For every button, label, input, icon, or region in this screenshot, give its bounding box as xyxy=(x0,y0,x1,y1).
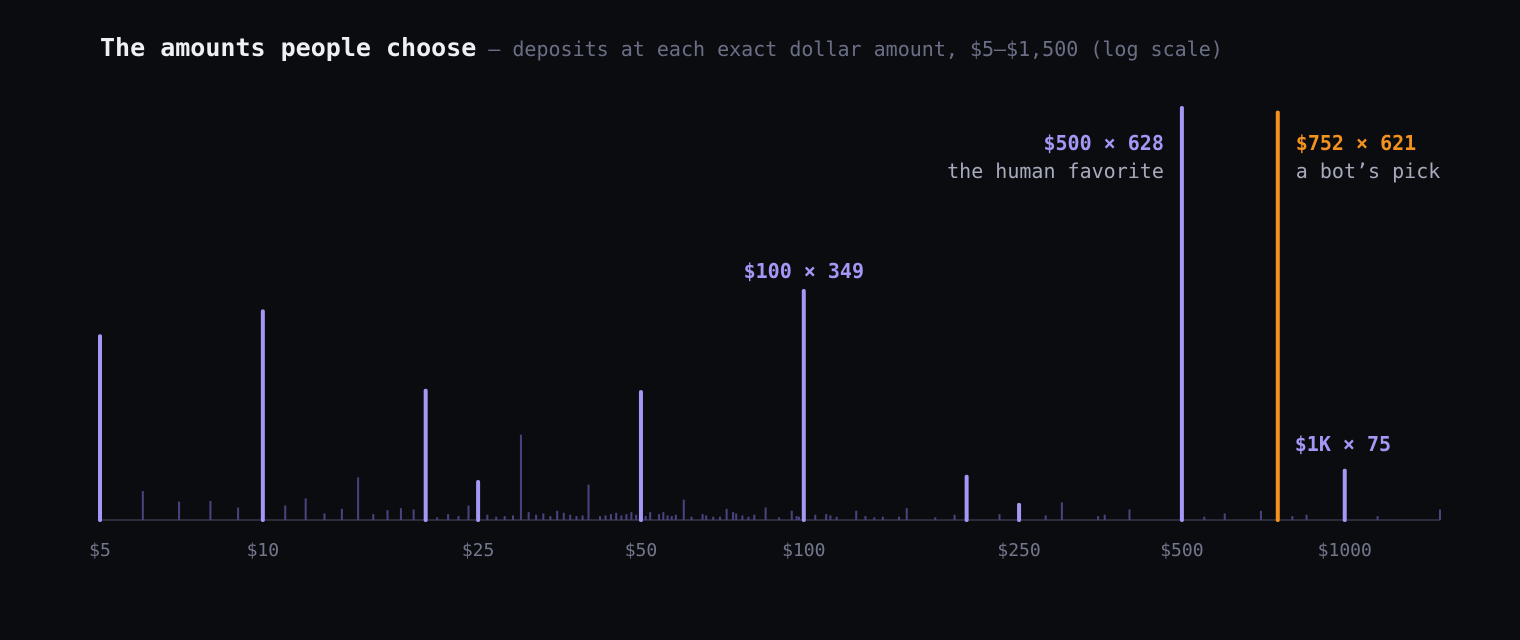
chart-subtitle: — deposits at each exact dollar amount, … xyxy=(488,37,1223,61)
annotation-caption: a bot’s pick xyxy=(1296,159,1441,183)
annotation-caption: the human favorite xyxy=(947,159,1164,183)
annotation-headline: $1K × 75 xyxy=(1295,432,1391,456)
annotation-headline: $500 × 628 xyxy=(1043,131,1163,155)
x-tick-label: $100 xyxy=(782,540,825,561)
x-tick-label: $250 xyxy=(997,540,1040,561)
x-tick-label: $10 xyxy=(247,540,280,561)
chart-title-line: The amounts people choose — deposits at e… xyxy=(100,33,1223,62)
x-tick-label: $1000 xyxy=(1318,540,1372,561)
annotations-group: $100 × 349 $500 × 628 the human favorite $7… xyxy=(744,131,1441,456)
x-axis-ticks: $5 $10 $25 $50 $100 $250 $500 $1000 xyxy=(89,540,1372,561)
highlight-bars-group xyxy=(98,106,1347,522)
annotation-headline: $752 × 621 xyxy=(1296,131,1416,155)
annotation-headline: $100 × 349 xyxy=(744,259,864,283)
x-tick-label: $500 xyxy=(1160,540,1203,561)
x-tick-label: $50 xyxy=(625,540,658,561)
minor-bars-group xyxy=(141,434,1441,520)
x-tick-label: $5 xyxy=(89,540,111,561)
chart-title: The amounts people choose xyxy=(100,33,476,62)
x-tick-label: $25 xyxy=(462,540,495,561)
